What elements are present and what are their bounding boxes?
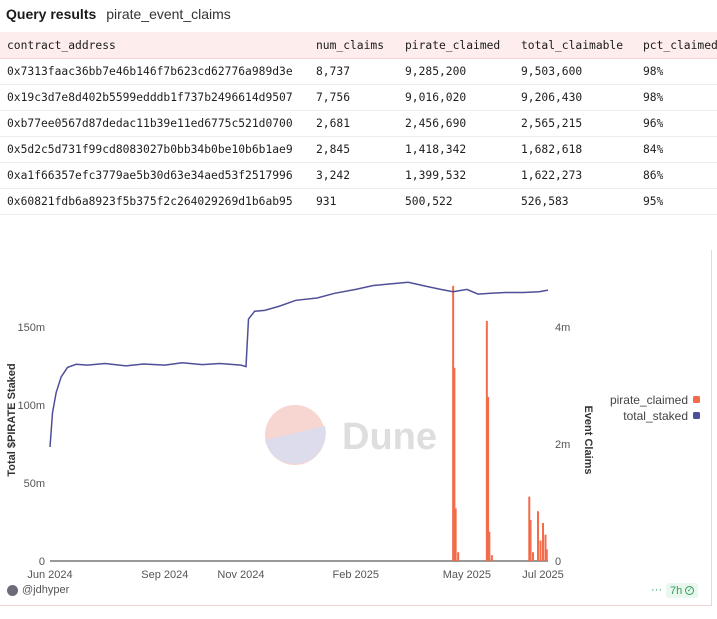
- y-left-tick-label: 0: [39, 556, 45, 568]
- table-cell-pct-claimed: 98%: [643, 91, 664, 104]
- pirate-claimed-bar: [457, 552, 460, 561]
- table-body: 0x7313faac36bb7e46b146f7b623cd62776a989d…: [0, 59, 717, 215]
- column-header[interactable]: pirate_claimed: [405, 38, 501, 52]
- table-cell-total-claimable: 9,503,600: [521, 65, 583, 78]
- results-header: Query results pirate_event_claims: [6, 4, 231, 24]
- x-tick-label: Feb 2025: [333, 569, 379, 581]
- table-row[interactable]: 0x5d2c5d731f99cd8083027b0bb34b0be10b6b1a…: [0, 137, 717, 163]
- table-cell-num-claims: 2,845: [316, 143, 351, 156]
- table-cell-total-claimable: 1,622,273: [521, 169, 583, 182]
- y-right-tick-label: 0: [555, 556, 561, 568]
- results-table: contract_address num_claims pirate_claim…: [0, 32, 717, 215]
- more-icon[interactable]: ···: [651, 584, 662, 596]
- pirate-claimed-bar: [453, 367, 456, 561]
- y-left-tick-label: 50m: [24, 478, 45, 490]
- column-header[interactable]: total_claimable: [521, 38, 624, 52]
- check-circle-icon: ✓: [685, 586, 695, 595]
- pirate-claimed-bar: [532, 552, 535, 561]
- query-name[interactable]: pirate_event_claims: [106, 6, 231, 22]
- chart-panel: [0, 250, 712, 606]
- table-cell-num-claims: 931: [316, 195, 337, 208]
- y-right-tick-label: 2m: [555, 439, 570, 451]
- table-cell-contract-address: 0xb77ee0567d87dedac11b39e11ed6775c521d07…: [7, 117, 293, 130]
- table-cell-num-claims: 8,737: [316, 65, 351, 78]
- pirate-claimed-bar: [539, 540, 542, 561]
- table-cell-pirate-claimed: 9,285,200: [405, 65, 467, 78]
- x-tick-label: Jul 2025: [522, 569, 564, 581]
- table-row[interactable]: 0x19c3d7e8d402b5599edddb1f737b2496614d95…: [0, 85, 717, 111]
- pirate-claimed-bar: [528, 496, 531, 561]
- pirate-claimed-bar: [488, 531, 491, 561]
- table-cell-contract-address: 0x5d2c5d731f99cd8083027b0bb34b0be10b6b1a…: [7, 143, 293, 156]
- table-cell-pct-claimed: 98%: [643, 65, 664, 78]
- table-row[interactable]: 0xb77ee0567d87dedac11b39e11ed6775c521d07…: [0, 111, 717, 137]
- staked-vs-claims-chart: Dune 0 50m 100m 150m 0 2m 4m Jun 2024 Sep 2024 Nov…: [6, 281, 700, 581]
- table-cell-total-claimable: 9,206,430: [521, 91, 583, 104]
- table-cell-total-claimable: 2,565,215: [521, 117, 583, 130]
- table-cell-contract-address: 0x7313faac36bb7e46b146f7b623cd62776a989d…: [7, 65, 293, 78]
- table-cell-pirate-claimed: 500,522: [405, 195, 453, 208]
- pirate-claimed-bar: [485, 320, 488, 561]
- table-cell-contract-address: 0x60821fdb6a8923f5b375f2c264029269d1b6ab…: [7, 195, 293, 208]
- table-cell-num-claims: 3,242: [316, 169, 351, 182]
- pirate-claimed-bar: [454, 508, 457, 561]
- dune-logo-shade: [265, 426, 326, 464]
- refresh-badge[interactable]: 7h ✓: [666, 583, 699, 598]
- table-cell-pirate-claimed: 2,456,690: [405, 117, 467, 130]
- table-cell-pct-claimed: 95%: [643, 195, 664, 208]
- pirate-claimed-bar: [545, 549, 548, 561]
- y-left-tick-label: 150m: [17, 322, 45, 334]
- x-tick-label: Nov 2024: [217, 569, 264, 581]
- table-cell-pct-claimed: 84%: [643, 143, 664, 156]
- pirate-claimed-bar: [490, 555, 493, 561]
- column-header[interactable]: contract_address: [7, 38, 116, 52]
- y-right-axis-title: Event Claims: [582, 405, 594, 474]
- pirate-claimed-bar: [452, 285, 455, 561]
- table-row[interactable]: 0xa1f66357efc3779ae5b30d63e34aed53f25179…: [0, 163, 717, 189]
- column-header[interactable]: num_claims: [316, 38, 385, 52]
- legend-swatch: [693, 412, 700, 419]
- table-cell-total-claimable: 526,583: [521, 195, 569, 208]
- table-cell-contract-address: 0x19c3d7e8d402b5599edddb1f737b2496614d95…: [7, 91, 293, 104]
- table-cell-num-claims: 2,681: [316, 117, 351, 130]
- table-cell-pirate-claimed: 9,016,020: [405, 91, 467, 104]
- y-left-tick-label: 100m: [17, 400, 45, 412]
- table-cell-total-claimable: 1,682,618: [521, 143, 583, 156]
- x-tick-label: Jun 2024: [27, 569, 72, 581]
- pirate-claimed-bar: [544, 534, 547, 561]
- column-header[interactable]: pct_claimed: [643, 38, 717, 52]
- table-cell-pct-claimed: 96%: [643, 117, 664, 130]
- pirate-claimed-bar: [529, 520, 532, 561]
- x-tick-label: May 2025: [443, 569, 491, 581]
- pirate-claimed-bar: [537, 511, 540, 561]
- pirate-claimed-bar: [542, 522, 545, 561]
- table-row[interactable]: 0x7313faac36bb7e46b146f7b623cd62776a989d…: [0, 59, 717, 85]
- table-cell-pirate-claimed: 1,399,532: [405, 169, 467, 182]
- refresh-age: 7h: [670, 584, 683, 597]
- pirate-claimed-bar: [487, 397, 490, 561]
- table-header-row: contract_address num_claims pirate_claim…: [0, 32, 717, 59]
- table-cell-pct-claimed: 86%: [643, 169, 664, 182]
- results-title: Query results: [6, 6, 97, 22]
- y-right-tick-label: 4m: [555, 322, 570, 334]
- table-row[interactable]: 0x60821fdb6a8923f5b375f2c264029269d1b6ab…: [0, 189, 717, 215]
- legend-label: total_staked: [623, 409, 688, 423]
- avatar: [7, 584, 18, 596]
- watermark: Dune: [342, 416, 437, 458]
- total-staked-line: [49, 281, 549, 448]
- table-cell-contract-address: 0xa1f66357efc3779ae5b30d63e34aed53f25179…: [7, 169, 293, 182]
- author-name: @jdhyper: [22, 584, 70, 596]
- y-left-axis-title: Total $PIRATE Staked: [6, 363, 18, 476]
- legend-label: pirate_claimed: [610, 393, 688, 407]
- legend-swatch: [693, 396, 700, 403]
- x-tick-label: Sep 2024: [141, 569, 188, 581]
- table-cell-num-claims: 7,756: [316, 91, 351, 104]
- table-cell-pirate-claimed: 1,418,342: [405, 143, 467, 156]
- chart-author[interactable]: @jdhyper: [7, 584, 69, 596]
